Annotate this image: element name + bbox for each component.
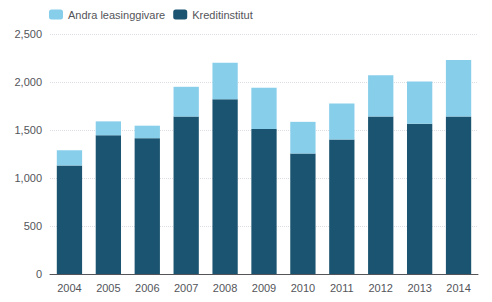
svg-text:Andra leasinggivare: Andra leasinggivare [68,9,165,21]
svg-text:500: 500 [24,220,42,232]
svg-text:2008: 2008 [213,282,237,294]
svg-text:2006: 2006 [135,282,159,294]
svg-text:2,000: 2,000 [14,76,42,88]
svg-text:2004: 2004 [57,282,81,294]
svg-text:2011: 2011 [330,282,354,294]
svg-text:0: 0 [36,268,42,280]
svg-text:2013: 2013 [407,282,431,294]
svg-text:2012: 2012 [368,282,392,294]
svg-text:2007: 2007 [174,282,198,294]
svg-text:2009: 2009 [252,282,276,294]
svg-text:1,000: 1,000 [14,172,42,184]
svg-text:1,500: 1,500 [14,124,42,136]
svg-text:2010: 2010 [291,282,315,294]
svg-text:2,500: 2,500 [14,28,42,40]
svg-text:Kreditinstitut: Kreditinstitut [192,9,253,21]
svg-text:2014: 2014 [446,282,470,294]
svg-text:2005: 2005 [96,282,120,294]
